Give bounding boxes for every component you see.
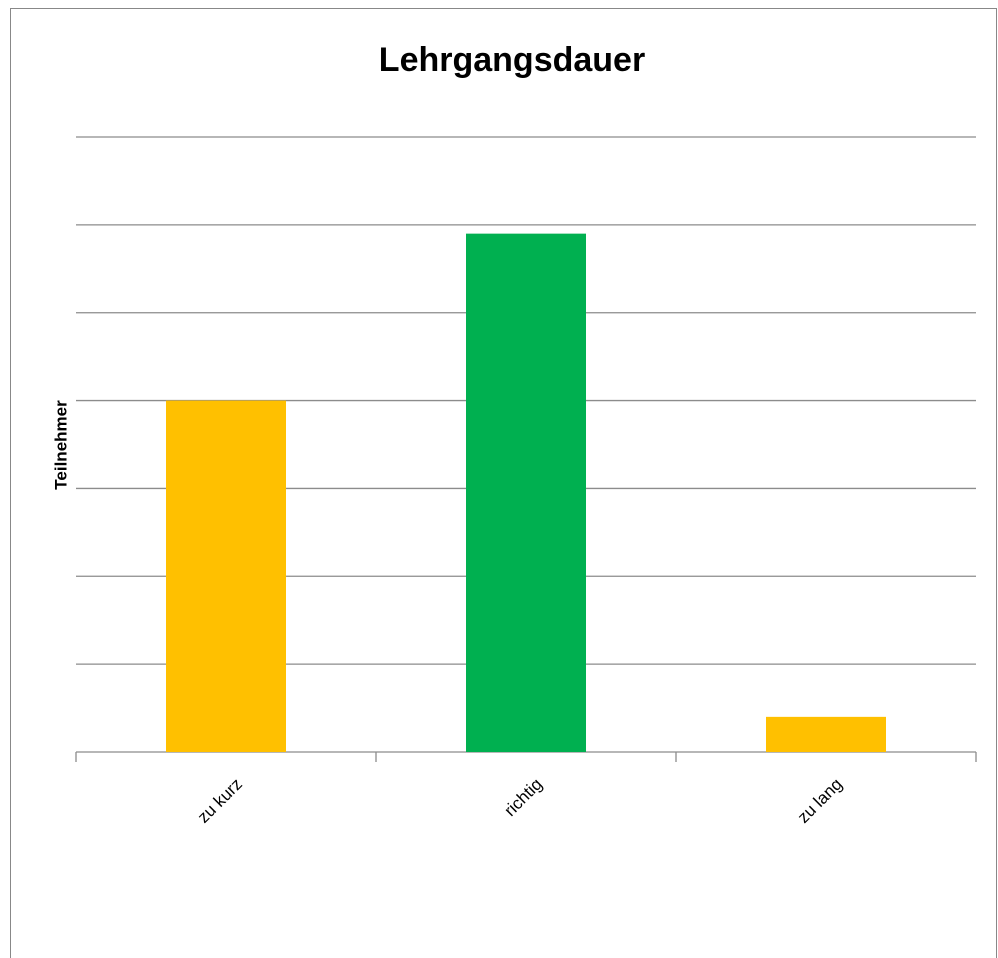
bar	[466, 233, 586, 753]
bar	[166, 400, 286, 752]
chart-title: Lehrgangsdauer	[379, 41, 645, 79]
y-axis-label: Teilnehmer	[51, 400, 70, 490]
bar	[766, 716, 886, 752]
